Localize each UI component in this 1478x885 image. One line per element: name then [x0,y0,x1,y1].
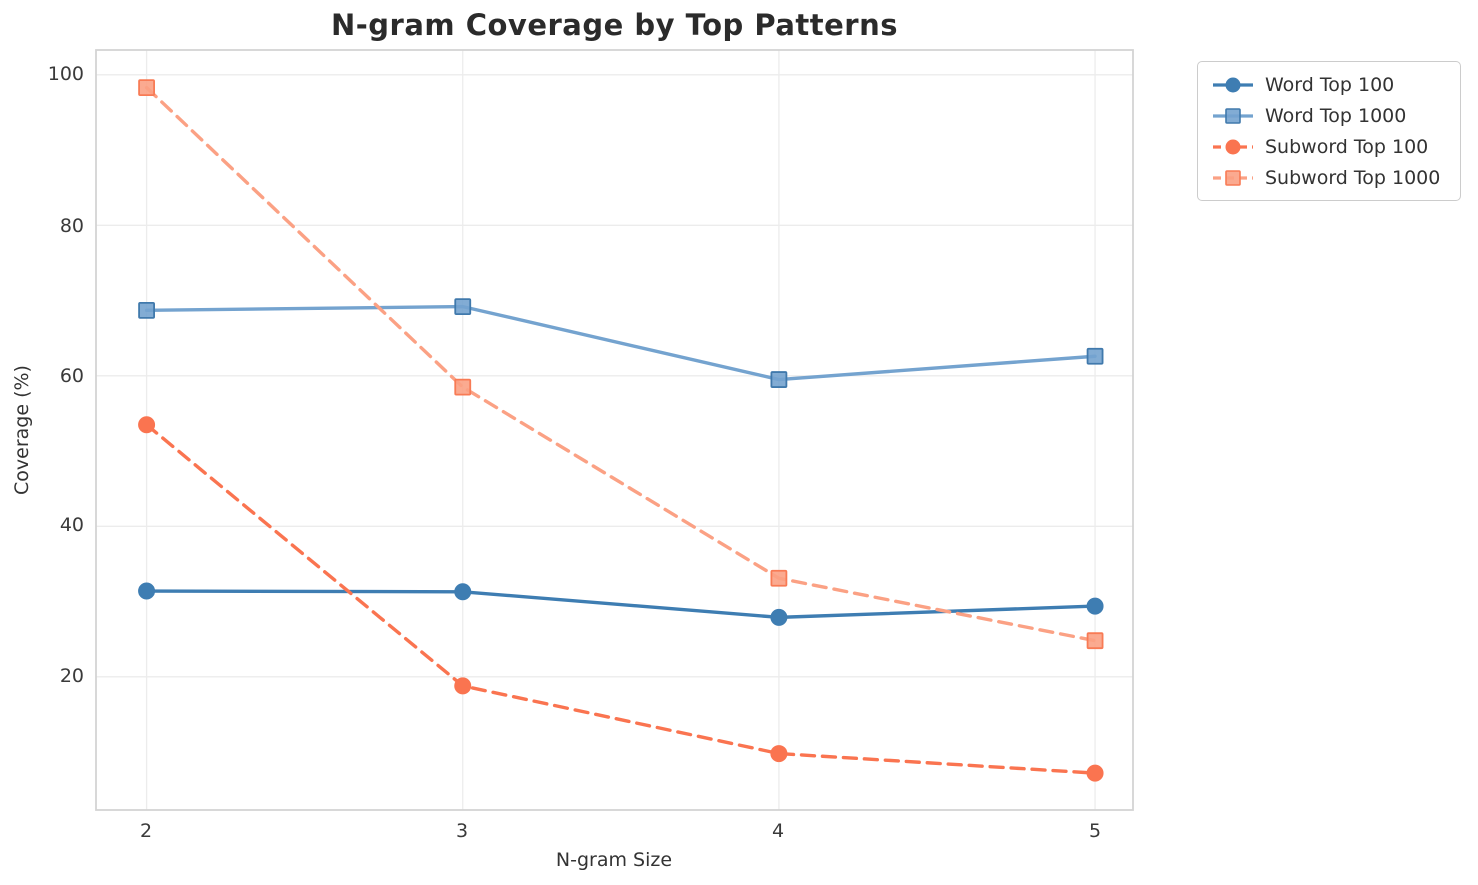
series-word-top-1000 [138,298,1104,388]
y-tick-label: 100 [47,63,84,85]
series-subword-top-100 [138,416,1104,782]
legend-marker-word-top-100 [1211,73,1255,97]
legend-item-word-top-100: Word Top 100 [1211,71,1447,98]
y-tick-label: 20 [59,665,84,687]
x-tick-label: 5 [1088,820,1102,842]
x-tick-label: 4 [771,820,785,842]
y-tick-label: 40 [59,514,84,536]
legend-marker-subword-top-1000 [1211,166,1255,190]
x-tick-label: 3 [455,820,469,842]
plot-border [95,49,1134,811]
x-axis-label: N-gram Size [555,849,673,871]
series-subword-top-1000 [138,79,1104,650]
y-tick-label: 60 [59,365,84,387]
legend: Word Top 100 Word Top 1000 Subword Top 1… [1197,61,1461,201]
x-tick-label: 2 [139,820,153,842]
legend-item-subword-top-1000: Subword Top 1000 [1211,164,1447,191]
legend-label: Word Top 100 [1265,73,1395,96]
legend-marker-subword-top-100 [1211,135,1255,159]
legend-label: Subword Top 1000 [1265,166,1441,189]
y-axis-label: Coverage (%) [11,365,33,495]
series-word-top-100 [138,582,1104,626]
legend-item-subword-top-100: Subword Top 100 [1211,133,1447,160]
legend-label: Word Top 1000 [1265,104,1407,127]
legend-item-word-top-1000: Word Top 1000 [1211,102,1447,129]
chart-title: N-gram Coverage by Top Patterns [330,8,899,42]
legend-label: Subword Top 100 [1265,135,1429,158]
legend-marker-word-top-1000 [1211,104,1255,128]
gridlines [96,50,1133,810]
y-tick-label: 80 [59,215,84,237]
